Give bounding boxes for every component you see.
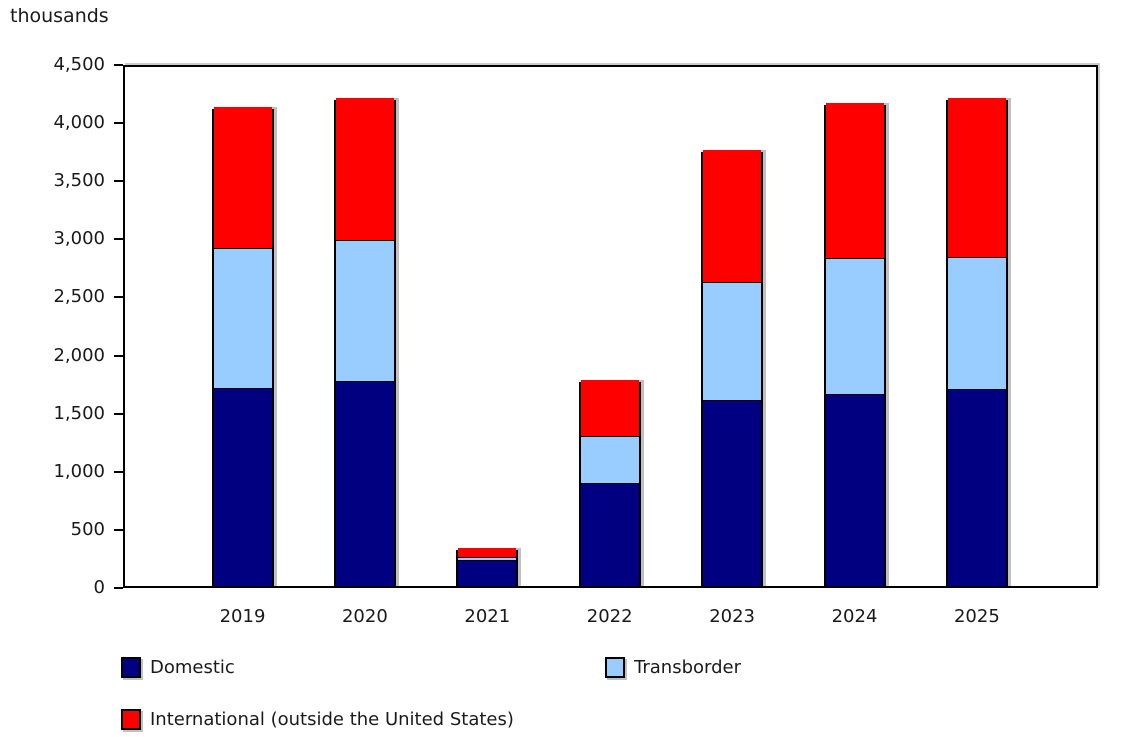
segment-separator bbox=[703, 399, 762, 402]
y-tick-label: 500 bbox=[70, 518, 105, 540]
y-tick-label: 0 bbox=[93, 577, 105, 598]
bar-2025 bbox=[945, 98, 1008, 588]
y-tick bbox=[114, 64, 123, 66]
y-tick-label: 3,500 bbox=[53, 170, 105, 192]
segment-domestic-2023 bbox=[703, 400, 762, 586]
chart-title: thousands bbox=[10, 5, 109, 27]
segment-separator bbox=[947, 255, 1006, 258]
y-tick-label: 2,000 bbox=[53, 344, 105, 366]
segment-international-2019 bbox=[213, 107, 272, 249]
segment-separator bbox=[213, 387, 272, 390]
bar-2020 bbox=[333, 97, 396, 588]
x-tick-label-2020: 2020 bbox=[341, 606, 388, 627]
legend-swatch-domestic-icon bbox=[121, 657, 141, 678]
segment-separator bbox=[213, 247, 272, 250]
legend-label-domestic: Domestic bbox=[150, 657, 235, 678]
y-tick bbox=[114, 528, 123, 531]
segment-international-2022 bbox=[580, 380, 639, 437]
y-tick-label: 1,500 bbox=[53, 402, 105, 424]
segment-transborder-2020 bbox=[335, 240, 394, 381]
y-tick-label: 1,000 bbox=[53, 460, 105, 482]
segment-international-2021 bbox=[458, 548, 517, 557]
segment-separator bbox=[825, 392, 884, 395]
segment-separator bbox=[458, 555, 517, 558]
segment-separator bbox=[335, 379, 394, 382]
segment-separator bbox=[335, 239, 394, 242]
y-tick-label: 4,000 bbox=[53, 112, 105, 134]
segment-international-2025 bbox=[947, 98, 1006, 257]
y-tick bbox=[114, 180, 123, 183]
bar-2021 bbox=[456, 548, 519, 588]
x-tick-label-2019: 2019 bbox=[219, 606, 266, 627]
segment-international-2020 bbox=[335, 97, 394, 241]
segment-separator bbox=[825, 257, 884, 260]
segment-separator bbox=[458, 559, 517, 562]
bar-2024 bbox=[823, 102, 886, 588]
y-tick bbox=[114, 122, 123, 125]
y-tick-label: 2,500 bbox=[53, 286, 105, 308]
segment-domestic-2021 bbox=[458, 560, 517, 586]
x-tick-label-2024: 2024 bbox=[831, 606, 878, 627]
segment-domestic-2024 bbox=[825, 393, 884, 586]
y-tick-label: 4,500 bbox=[53, 54, 105, 75]
x-tick-label-2022: 2022 bbox=[586, 606, 633, 627]
segment-separator bbox=[580, 481, 639, 484]
segment-domestic-2020 bbox=[335, 380, 394, 586]
y-tick bbox=[114, 412, 123, 415]
bar-2019 bbox=[211, 107, 274, 588]
bar-2023 bbox=[701, 149, 764, 588]
segment-transborder-2022 bbox=[580, 436, 639, 483]
x-tick-label-2021: 2021 bbox=[464, 606, 511, 627]
y-tick-label: 3,000 bbox=[53, 228, 105, 250]
x-tick-label-2023: 2023 bbox=[709, 606, 755, 627]
legend-swatch-international-icon bbox=[121, 709, 141, 730]
x-tick-label-2025: 2025 bbox=[953, 606, 1000, 627]
segment-separator bbox=[580, 435, 639, 438]
y-tick bbox=[114, 296, 123, 299]
segment-domestic-2019 bbox=[213, 388, 272, 586]
legend-label-international: International (outside the United States… bbox=[150, 709, 514, 730]
segment-separator bbox=[703, 281, 762, 284]
segment-domestic-2022 bbox=[580, 482, 639, 586]
segment-international-2023 bbox=[703, 149, 762, 283]
segment-transborder-2024 bbox=[825, 258, 884, 394]
legend-label-transborder: Transborder bbox=[634, 657, 741, 678]
segment-separator bbox=[947, 388, 1006, 390]
segment-international-2024 bbox=[825, 102, 884, 259]
bar-2022 bbox=[578, 380, 641, 588]
segment-transborder-2019 bbox=[213, 248, 272, 389]
y-tick bbox=[114, 354, 123, 357]
y-tick bbox=[114, 238, 123, 241]
y-tick bbox=[114, 470, 123, 473]
segment-domestic-2025 bbox=[947, 389, 1006, 586]
segment-transborder-2025 bbox=[947, 256, 1006, 389]
segment-transborder-2023 bbox=[703, 282, 762, 401]
y-tick bbox=[114, 587, 123, 589]
legend-swatch-transborder-icon bbox=[605, 657, 625, 678]
segment-transborder-2021 bbox=[458, 556, 517, 561]
